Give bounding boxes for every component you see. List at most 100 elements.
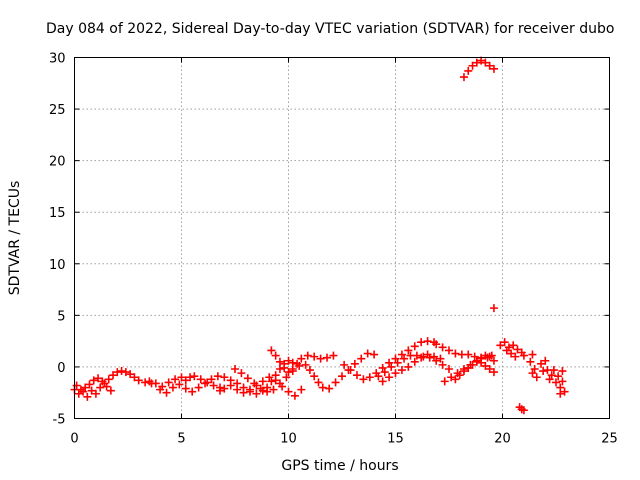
data-point bbox=[459, 367, 468, 376]
data-point bbox=[537, 359, 546, 368]
data-point bbox=[391, 354, 400, 363]
data-point bbox=[256, 384, 265, 393]
data-point bbox=[280, 363, 289, 372]
data-point bbox=[102, 382, 111, 391]
data-point bbox=[496, 341, 505, 350]
data-point bbox=[201, 379, 210, 388]
data-point bbox=[489, 64, 498, 73]
data-point bbox=[560, 387, 569, 396]
data-point bbox=[207, 375, 216, 384]
data-point bbox=[357, 354, 366, 363]
series-trace-8 bbox=[267, 346, 338, 377]
data-point bbox=[481, 351, 490, 360]
data-point bbox=[464, 66, 473, 75]
data-point bbox=[410, 357, 419, 366]
data-point bbox=[432, 356, 441, 365]
data-point bbox=[397, 366, 406, 375]
data-point bbox=[151, 379, 160, 388]
data-point bbox=[477, 353, 486, 362]
data-point bbox=[513, 345, 522, 354]
series-trace-20 bbox=[526, 350, 554, 384]
data-point bbox=[130, 373, 139, 382]
data-point bbox=[175, 380, 184, 389]
data-point bbox=[263, 387, 272, 396]
x-tick-label: 15 bbox=[387, 432, 404, 447]
data-point bbox=[470, 352, 479, 361]
data-point bbox=[417, 338, 426, 347]
data-point bbox=[370, 350, 379, 359]
data-point bbox=[464, 363, 473, 372]
data-point bbox=[445, 364, 453, 373]
data-point bbox=[519, 406, 528, 415]
data-point bbox=[455, 371, 464, 380]
data-point bbox=[541, 356, 550, 365]
data-point bbox=[275, 379, 284, 388]
data-point bbox=[89, 376, 98, 385]
data-point bbox=[126, 370, 135, 379]
series-trace-19 bbox=[515, 403, 528, 415]
series-trace-4 bbox=[156, 372, 222, 397]
data-point bbox=[500, 338, 509, 347]
x-tick-label: 10 bbox=[280, 432, 297, 447]
data-point bbox=[275, 364, 284, 373]
data-point bbox=[303, 351, 312, 360]
data-point bbox=[363, 349, 372, 358]
data-point bbox=[188, 387, 197, 396]
data-point bbox=[417, 353, 426, 362]
data-point bbox=[430, 352, 439, 361]
data-point bbox=[404, 346, 413, 355]
x-tick-label: 5 bbox=[177, 432, 185, 447]
data-point bbox=[301, 360, 310, 369]
data-point bbox=[233, 379, 242, 388]
data-point bbox=[393, 358, 402, 367]
y-tick-label: 5 bbox=[57, 309, 65, 324]
data-point bbox=[404, 362, 413, 371]
y-tick-label: 30 bbox=[49, 52, 66, 67]
y-tick-label: 15 bbox=[49, 206, 66, 221]
data-point bbox=[485, 364, 494, 373]
x-axis-label: GPS time / hours bbox=[281, 458, 398, 474]
grid bbox=[74, 57, 610, 419]
data-point bbox=[530, 364, 539, 373]
data-point bbox=[507, 349, 516, 358]
data-point bbox=[387, 362, 396, 371]
data-point bbox=[445, 346, 453, 355]
y-tick-label: 10 bbox=[49, 258, 66, 273]
data-point bbox=[297, 385, 306, 394]
data-point bbox=[258, 377, 267, 386]
data-point bbox=[558, 367, 567, 376]
data-point bbox=[528, 369, 537, 378]
data-point bbox=[502, 346, 511, 355]
data-point bbox=[141, 378, 150, 387]
data-point bbox=[539, 367, 548, 376]
data-point bbox=[250, 379, 259, 388]
data-point bbox=[74, 389, 83, 398]
data-point bbox=[489, 304, 498, 313]
data-markers bbox=[70, 56, 569, 415]
series-trace-12 bbox=[378, 350, 445, 386]
data-point bbox=[72, 381, 81, 390]
data-point bbox=[288, 364, 297, 373]
data-point bbox=[423, 350, 432, 359]
data-point bbox=[385, 373, 394, 382]
data-point bbox=[318, 383, 327, 392]
y-tick-labels: -5 0 5 10 15 20 25 30 bbox=[49, 52, 66, 428]
data-point bbox=[468, 61, 477, 70]
data-point bbox=[545, 375, 554, 384]
series-trace-21 bbox=[547, 366, 569, 398]
data-point bbox=[558, 377, 567, 386]
data-point bbox=[532, 373, 541, 382]
data-point bbox=[91, 389, 100, 398]
data-point bbox=[391, 369, 400, 378]
plot-frame bbox=[74, 57, 610, 419]
data-point bbox=[81, 383, 90, 392]
data-point bbox=[400, 354, 409, 363]
data-point bbox=[489, 356, 498, 365]
series-trace-16 bbox=[459, 56, 498, 82]
data-point bbox=[177, 373, 186, 382]
data-point bbox=[451, 349, 460, 358]
data-point bbox=[305, 366, 314, 375]
data-point bbox=[526, 357, 535, 366]
data-point bbox=[310, 352, 319, 361]
